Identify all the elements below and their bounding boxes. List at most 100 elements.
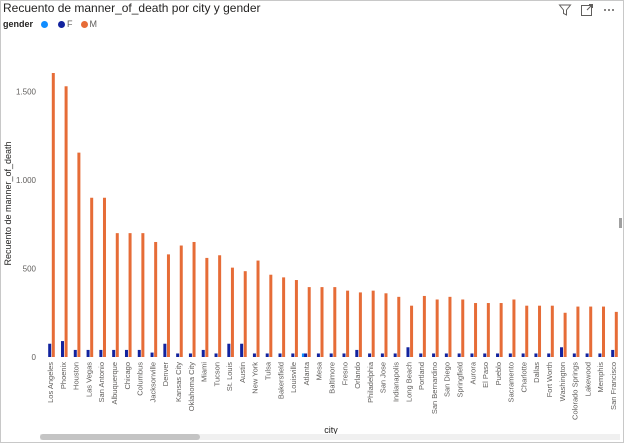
bar-m[interactable] bbox=[294, 280, 298, 357]
bar-m[interactable] bbox=[77, 152, 81, 357]
bar-m[interactable] bbox=[128, 233, 132, 357]
bar-f[interactable] bbox=[585, 353, 589, 357]
bar-m[interactable] bbox=[307, 287, 311, 357]
legend-item-f[interactable]: F bbox=[58, 19, 73, 29]
bar-f[interactable] bbox=[393, 353, 397, 357]
bar-f[interactable] bbox=[572, 353, 576, 357]
bar-f[interactable] bbox=[86, 349, 90, 357]
bar-f[interactable] bbox=[406, 347, 410, 357]
bar-f[interactable] bbox=[188, 353, 192, 357]
bar-m[interactable] bbox=[448, 296, 452, 357]
bar-f[interactable] bbox=[201, 349, 205, 357]
bar-m[interactable] bbox=[102, 197, 106, 357]
bar-m[interactable] bbox=[602, 306, 606, 357]
bar-m[interactable] bbox=[141, 233, 145, 357]
bar-m[interactable] bbox=[486, 303, 490, 357]
bar-f[interactable] bbox=[355, 349, 359, 357]
bar-f[interactable] bbox=[380, 353, 384, 357]
bar-f[interactable] bbox=[329, 353, 333, 357]
bar-m[interactable] bbox=[499, 303, 503, 357]
bar-m[interactable] bbox=[320, 287, 324, 357]
bar-f[interactable] bbox=[547, 353, 551, 357]
bar-f[interactable] bbox=[534, 353, 538, 357]
bar-m[interactable] bbox=[461, 299, 465, 357]
bar-f[interactable] bbox=[457, 353, 461, 357]
bar-m[interactable] bbox=[115, 233, 119, 357]
bar-f[interactable] bbox=[124, 349, 128, 357]
bar-m[interactable] bbox=[525, 305, 529, 357]
bar-m[interactable] bbox=[192, 241, 196, 357]
bar-m[interactable] bbox=[90, 197, 94, 357]
bar-f[interactable] bbox=[521, 353, 525, 357]
focus-mode-icon[interactable] bbox=[580, 3, 594, 17]
bar-m[interactable] bbox=[538, 305, 542, 357]
bar-m[interactable] bbox=[243, 271, 247, 357]
bar-m[interactable] bbox=[576, 306, 580, 357]
bar-f[interactable] bbox=[112, 349, 116, 357]
bar-m[interactable] bbox=[282, 277, 286, 357]
vertical-scroll-indicator bbox=[619, 218, 622, 228]
bar-f[interactable] bbox=[304, 353, 308, 357]
bar-f[interactable] bbox=[150, 352, 154, 357]
bar-m[interactable] bbox=[346, 290, 350, 357]
bar-f[interactable] bbox=[265, 353, 269, 357]
legend-item-blank[interactable] bbox=[41, 20, 50, 28]
bar-f[interactable] bbox=[278, 353, 282, 357]
bar-f[interactable] bbox=[163, 343, 167, 357]
bar-f[interactable] bbox=[48, 343, 52, 357]
bar-m[interactable] bbox=[384, 293, 388, 357]
bar-f[interactable] bbox=[419, 353, 423, 357]
bar-m[interactable] bbox=[256, 260, 260, 357]
bar-m[interactable] bbox=[397, 296, 401, 357]
bar-m[interactable] bbox=[550, 305, 554, 357]
bar-f[interactable] bbox=[99, 349, 103, 357]
bar-m[interactable] bbox=[51, 73, 55, 357]
bar-f[interactable] bbox=[611, 349, 615, 357]
bar-f[interactable] bbox=[508, 353, 512, 357]
bar-m[interactable] bbox=[512, 299, 516, 357]
bar-m[interactable] bbox=[166, 254, 170, 357]
bar-f[interactable] bbox=[368, 353, 372, 357]
bar-m[interactable] bbox=[358, 292, 362, 357]
bar-f[interactable] bbox=[470, 353, 474, 357]
bar-m[interactable] bbox=[218, 255, 222, 357]
more-options-icon[interactable] bbox=[602, 3, 616, 17]
bar-m[interactable] bbox=[589, 306, 593, 357]
legend-item-m[interactable]: M bbox=[80, 19, 97, 29]
bar-m[interactable] bbox=[154, 241, 158, 357]
horizontal-scrollbar-thumb[interactable] bbox=[40, 434, 200, 440]
bar-f[interactable] bbox=[227, 343, 231, 357]
bar-f[interactable] bbox=[560, 347, 564, 357]
bar-m[interactable] bbox=[371, 290, 375, 357]
bar-m[interactable] bbox=[230, 267, 234, 357]
bar-f[interactable] bbox=[342, 353, 346, 357]
bar-m[interactable] bbox=[474, 303, 478, 357]
bar-m[interactable] bbox=[563, 312, 567, 357]
bar-f[interactable] bbox=[176, 353, 180, 357]
bar-m[interactable] bbox=[179, 245, 183, 357]
bar-f[interactable] bbox=[291, 353, 295, 357]
bar-f[interactable] bbox=[444, 353, 448, 357]
bar-f[interactable] bbox=[137, 349, 141, 357]
bar-m[interactable] bbox=[269, 274, 273, 357]
filter-icon[interactable] bbox=[558, 3, 572, 17]
bar-f[interactable] bbox=[432, 353, 436, 357]
bar-f[interactable] bbox=[496, 353, 500, 357]
bar-m[interactable] bbox=[410, 305, 414, 357]
bar-m[interactable] bbox=[614, 311, 618, 357]
bar-blank[interactable] bbox=[301, 353, 305, 357]
bar-f[interactable] bbox=[316, 353, 320, 357]
bar-f[interactable] bbox=[73, 349, 77, 357]
bar-m[interactable] bbox=[435, 299, 439, 357]
bar-f[interactable] bbox=[598, 353, 602, 357]
bar-f[interactable] bbox=[214, 353, 218, 357]
bar-f[interactable] bbox=[240, 343, 244, 357]
bar-m[interactable] bbox=[333, 287, 337, 357]
bar-f[interactable] bbox=[483, 353, 487, 357]
bar-m[interactable] bbox=[422, 295, 426, 357]
bar-m[interactable] bbox=[205, 257, 209, 357]
bar-f[interactable] bbox=[60, 341, 64, 357]
bar-f[interactable] bbox=[252, 353, 256, 357]
bar-m[interactable] bbox=[64, 86, 68, 357]
